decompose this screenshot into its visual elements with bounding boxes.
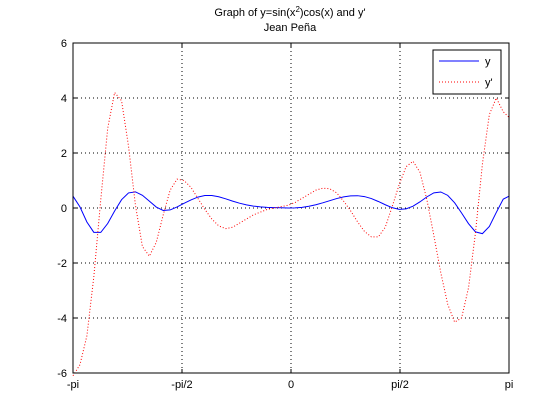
y-tick-label: 0: [61, 203, 67, 215]
y-tick-label: 2: [61, 148, 67, 160]
legend-label-y: y: [485, 56, 491, 68]
x-tick-label: -pi/2: [171, 379, 192, 391]
series-line-y: [72, 191, 510, 235]
x-tick-labels: -pi -pi/2 0 pi/2 pi: [67, 379, 513, 391]
chart-title-line1: Graph of y=sin(x2)cos(x) and y': [214, 5, 365, 19]
y-tick-label: 4: [61, 93, 67, 105]
curves: [72, 91, 510, 377]
legend-label-yprime: y': [485, 77, 493, 89]
x-tick-label: -pi: [67, 379, 79, 391]
chart-title-line2: Jean Peña: [264, 22, 317, 34]
ticks: [72, 42, 510, 374]
y-tick-label: -6: [57, 368, 67, 380]
legend-box: [432, 49, 502, 95]
y-tick-label: -4: [57, 313, 67, 325]
y-tick-labels: -6 -4 -2 0 2 4 6: [57, 38, 67, 380]
y-tick-label: -2: [57, 258, 67, 270]
series-line-yprime: [72, 91, 510, 377]
legend: y y': [432, 49, 502, 95]
grid: [73, 43, 509, 373]
x-tick-label: pi: [505, 379, 514, 391]
x-tick-label: pi/2: [391, 379, 409, 391]
y-tick-label: 6: [61, 38, 67, 50]
x-tick-label: 0: [288, 379, 294, 391]
